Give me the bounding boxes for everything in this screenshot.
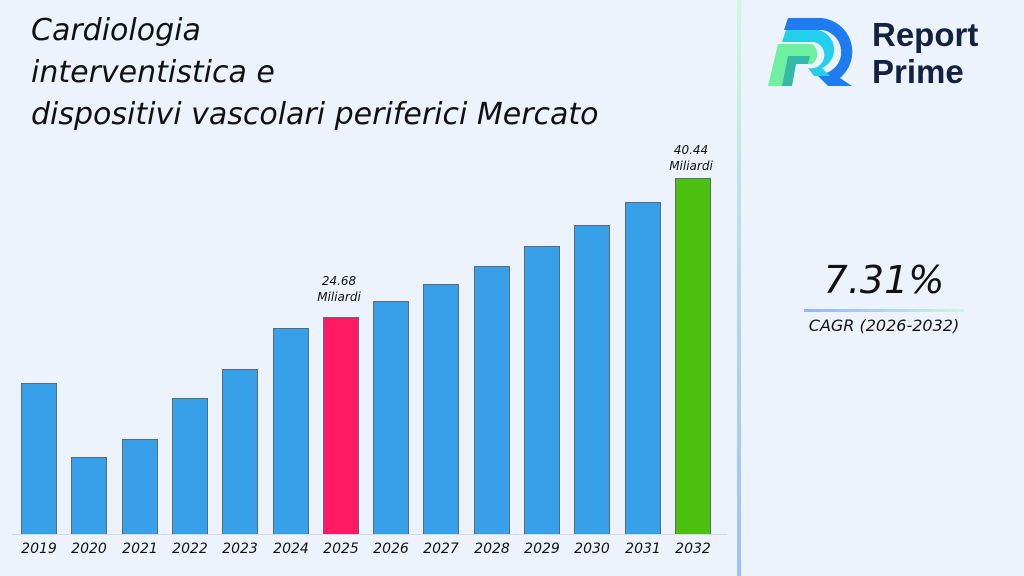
brand-name: Report Prime (872, 16, 978, 90)
bar-2024 (273, 328, 309, 534)
bar-2032 (675, 178, 711, 534)
data-label-value: 24.68 (321, 274, 357, 288)
x-tick-label: 2023 (222, 541, 258, 557)
chart-panel: Cardiologia interventistica e dispositiv… (12, 13, 731, 557)
bar-2031 (625, 202, 661, 534)
bar-2019 (21, 383, 57, 534)
x-tick-label: 2029 (524, 541, 560, 557)
x-tick-label: 2022 (172, 541, 208, 557)
bar-2030 (574, 225, 610, 534)
x-tick-label: 2030 (574, 541, 610, 557)
panel-divider (737, 0, 741, 576)
bar-2025 (323, 317, 359, 534)
x-tick-label: 2027 (423, 541, 459, 557)
x-tick-label: 2025 (323, 541, 359, 557)
bar-2029 (524, 246, 560, 534)
x-tick-label: 2032 (675, 541, 711, 557)
logo-mark-icon (768, 18, 853, 86)
brand-name-line1: Report (872, 16, 979, 53)
x-tick-label: 2020 (71, 541, 107, 557)
x-axis-line (12, 534, 727, 535)
data-label-unit: Miliardi (317, 290, 361, 304)
brand-name-line2: Prime (872, 53, 964, 90)
x-tick-label: 2026 (373, 541, 409, 557)
bar-2021 (122, 439, 158, 534)
bar-2026 (373, 301, 409, 534)
report-prime-logo: Report Prime (766, 14, 1006, 90)
data-label-2025: 24.68 Miliardi (299, 273, 379, 305)
x-tick-label: 2021 (122, 541, 158, 557)
data-label-2032: 40.44 Miliardi (651, 142, 731, 174)
bar-2022 (172, 398, 208, 534)
x-tick-label: 2024 (273, 541, 309, 557)
cagr-underline (804, 309, 964, 312)
bar-2028 (474, 266, 510, 534)
chart-title: Cardiologia interventistica e dispositiv… (31, 13, 599, 132)
data-label-value: 40.44 (673, 143, 709, 157)
x-tick-label: 2031 (625, 541, 661, 557)
bar-2023 (222, 369, 258, 534)
cagr-label: CAGR (2026-2032) (808, 316, 960, 335)
bar-chart: 2019 2020 2021 2022 2023 2024 2025 2026 2027 2028… (12, 178, 727, 557)
bar-2027 (423, 284, 459, 534)
x-tick-label: 2028 (474, 541, 510, 557)
cagr-value: 7.31% (823, 258, 945, 302)
bar-2020 (71, 457, 107, 534)
data-label-unit: Miliardi (669, 159, 713, 173)
x-tick-label: 2019 (21, 541, 57, 557)
